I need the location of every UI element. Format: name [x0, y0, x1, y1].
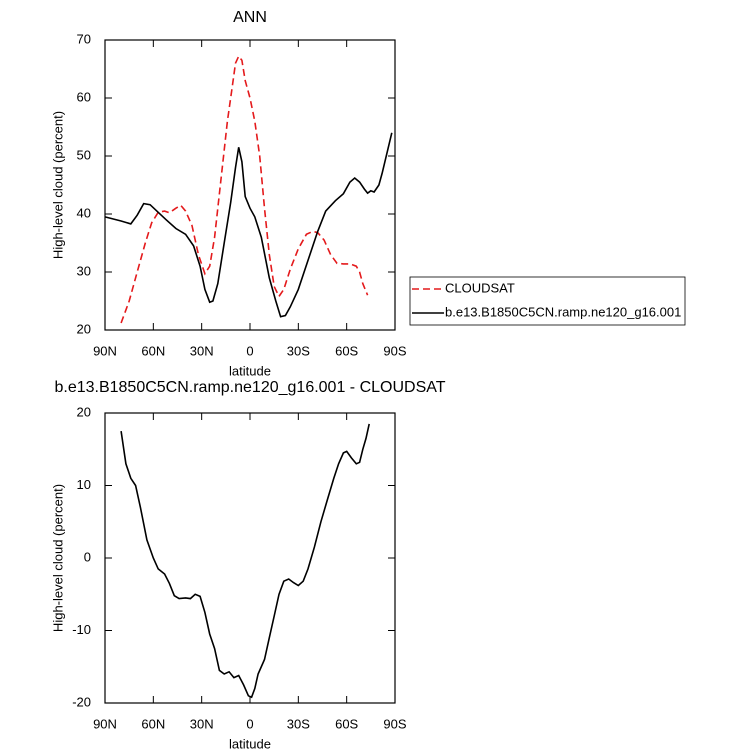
y-tick-label: -20 [72, 694, 91, 709]
y-tick-label: 0 [84, 549, 91, 564]
x-tick-label: 30S [287, 716, 310, 731]
y-tick-label: -10 [72, 622, 91, 637]
data-line [104, 132, 393, 318]
x-axis-label: latitude [229, 363, 271, 378]
y-tick-label: 10 [77, 477, 91, 492]
chart-title: b.e13.B1850C5CN.ramp.ne120_g16.001 - CLO… [54, 379, 445, 396]
x-tick-label: 60S [335, 716, 358, 731]
x-tick-label: 0 [246, 716, 253, 731]
y-tick-label: 30 [77, 263, 91, 278]
y-tick-label: 40 [77, 205, 91, 220]
y-tick-label: 70 [77, 31, 91, 46]
x-tick-label: 60S [335, 343, 358, 358]
x-tick-label: 90N [93, 716, 117, 731]
y-tick-label: 20 [77, 404, 91, 419]
x-tick-label: 90S [383, 343, 406, 358]
legend-label: b.e13.B1850C5CN.ramp.ne120_g16.001 [445, 304, 681, 319]
plot-frame [104, 412, 396, 704]
y-axis-label: High-level cloud (percent) [50, 111, 65, 259]
x-tick-label: 30N [190, 716, 214, 731]
x-axis-label: latitude [229, 736, 271, 751]
x-tick-label: 30N [190, 343, 214, 358]
y-tick-label: 20 [77, 321, 91, 336]
x-tick-label: 60N [141, 716, 165, 731]
x-tick-label: 0 [246, 343, 253, 358]
data-line [120, 423, 370, 699]
x-tick-label: 90S [383, 716, 406, 731]
y-tick-label: 50 [77, 147, 91, 162]
legend-label: CLOUDSAT [445, 280, 515, 295]
chart-title: ANN [233, 9, 267, 26]
data-line [120, 54, 369, 324]
y-tick-label: 60 [77, 89, 91, 104]
legend-box [409, 276, 686, 326]
plot-frame [104, 39, 396, 331]
y-axis-label: High-level cloud (percent) [50, 484, 65, 632]
x-tick-label: 30S [287, 343, 310, 358]
x-tick-label: 90N [93, 343, 117, 358]
x-tick-label: 60N [141, 343, 165, 358]
